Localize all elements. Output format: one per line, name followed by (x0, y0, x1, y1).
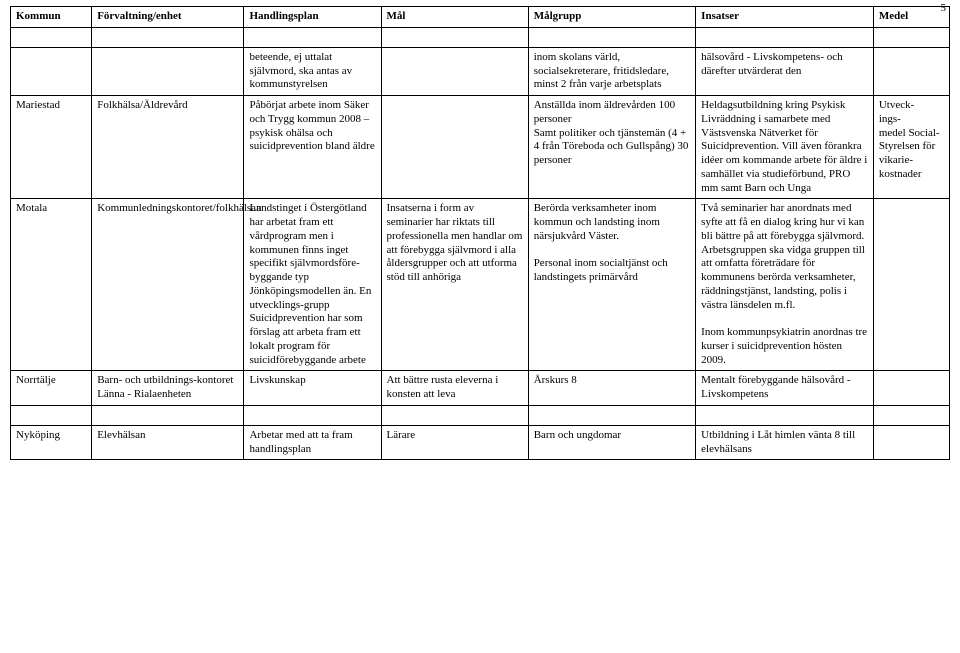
cell-c6: Utbildning i Låt himlen vänta 8 till ele… (696, 425, 874, 460)
separator-row (11, 405, 950, 425)
cell-c1: Mariestad (11, 96, 92, 199)
cell-c7 (873, 199, 949, 371)
col-handlingsplan: Handlingsplan (244, 7, 381, 28)
cell-c1: Norrtälje (11, 371, 92, 406)
cell-c2: Barn- och utbildnings-kontoret Länna - R… (92, 371, 244, 406)
cell-c3: beteende, ej uttalat självmord, ska anta… (244, 47, 381, 95)
cell-c5: Berörda verksamheter inom kommun och lan… (528, 199, 695, 371)
cell-c5: Anställda inom äldrevården 100 personer … (528, 96, 695, 199)
data-table: Kommun Förvaltning/enhet Handlingsplan M… (10, 6, 950, 460)
cell-c4: Insatserna i form av seminarier har rikt… (381, 199, 528, 371)
cell-c2: Kommunledningskontoret/folkhälsan (92, 199, 244, 371)
table-row: beteende, ej uttalat självmord, ska anta… (11, 47, 950, 95)
cell-c1: Motala (11, 199, 92, 371)
cell-c7 (873, 47, 949, 95)
cell-c6: Mentalt förebyggande hälsovård - Livskom… (696, 371, 874, 406)
header-gap-row (11, 27, 950, 47)
cell-c3: Livskunskap (244, 371, 381, 406)
cell-c6: Heldagsutbildning kring Psykisk Livräddn… (696, 96, 874, 199)
cell-c4 (381, 47, 528, 95)
col-malgrupp: Målgrupp (528, 7, 695, 28)
table-row: NorrtäljeBarn- och utbildnings-kontoret … (11, 371, 950, 406)
col-kommun: Kommun (11, 7, 92, 28)
cell-c3: Påbörjat arbete inom Säker och Trygg kom… (244, 96, 381, 199)
cell-c2: Folkhälsa/Äldrevård (92, 96, 244, 199)
cell-c4 (381, 96, 528, 199)
table-row: MotalaKommunledningskontoret/folkhälsanL… (11, 199, 950, 371)
cell-c5: Årskurs 8 (528, 371, 695, 406)
table-row: MariestadFolkhälsa/ÄldrevårdPåbörjat arb… (11, 96, 950, 199)
header-row: Kommun Förvaltning/enhet Handlingsplan M… (11, 7, 950, 28)
cell-c4: Att bättre rusta eleverna i konsten att … (381, 371, 528, 406)
cell-c2: Elevhälsan (92, 425, 244, 460)
col-insatser: Insatser (696, 7, 874, 28)
cell-c6: Två seminarier har anordnats med syfte a… (696, 199, 874, 371)
cell-c6: hälsovård - Livskompetens- och därefter … (696, 47, 874, 95)
cell-c5: inom skolans värld, socialsekreterare, f… (528, 47, 695, 95)
cell-c3: Landstinget i Östergötland har arbetat f… (244, 199, 381, 371)
page-number: 5 (941, 2, 947, 16)
col-forvaltning: Förvaltning/enhet (92, 7, 244, 28)
table-row: NyköpingElevhälsanArbetar med att ta fra… (11, 425, 950, 460)
cell-c4: Lärare (381, 425, 528, 460)
cell-c1: Nyköping (11, 425, 92, 460)
cell-c7 (873, 425, 949, 460)
cell-c1 (11, 47, 92, 95)
cell-c2 (92, 47, 244, 95)
cell-c5: Barn och ungdomar (528, 425, 695, 460)
cell-c7: Utveck- ings- medel Social- Styrelsen fö… (873, 96, 949, 199)
cell-c3: Arbetar med att ta fram handlingsplan (244, 425, 381, 460)
col-mal: Mål (381, 7, 528, 28)
cell-c7 (873, 371, 949, 406)
col-medel: Medel (873, 7, 949, 28)
